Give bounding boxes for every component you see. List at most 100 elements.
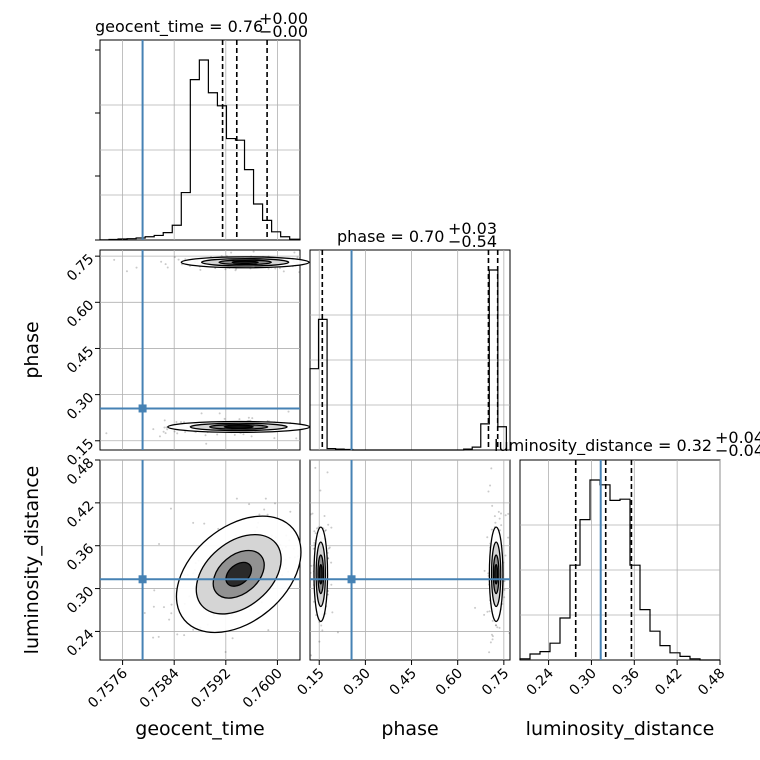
panel-title-geocent-time-sup: +0.00 — [259, 9, 308, 28]
sample-point — [331, 611, 334, 614]
panel-title-phase-sup: +0.03 — [448, 219, 497, 238]
sample-point — [143, 612, 146, 615]
x-tick-label: 0.7600 — [240, 666, 286, 712]
sample-points — [309, 466, 511, 657]
sample-point — [152, 636, 155, 639]
sample-point — [312, 600, 315, 603]
sample-point — [318, 640, 321, 643]
histogram-step-phase — [309, 269, 507, 451]
sample-point — [267, 267, 270, 270]
x-axis-label-luminosity-distance: luminosity_distance — [526, 718, 715, 740]
sample-point — [252, 250, 255, 253]
y-tick-labels: 0.240.300.360.420.48 — [64, 455, 100, 660]
sample-point — [491, 619, 494, 622]
sample-point — [489, 641, 492, 644]
panel-frame — [309, 459, 511, 661]
density-contours — [175, 515, 302, 634]
sample-point — [293, 251, 296, 254]
sample-point — [175, 420, 178, 423]
sample-point — [324, 529, 327, 532]
sample-point — [200, 412, 203, 415]
y-tick-label: 0.60 — [64, 297, 97, 330]
sample-point — [310, 654, 313, 657]
sample-point — [504, 554, 507, 557]
sample-point — [483, 613, 486, 616]
contour-level-3 — [318, 563, 323, 585]
sample-point — [105, 432, 108, 435]
sample-point — [179, 421, 182, 424]
x-tick-label: 0.15 — [294, 666, 327, 699]
x-tick-labels: 0.7576 0.7584 0.7592 0.7600 — [85, 660, 286, 711]
sample-point — [273, 437, 276, 440]
panel-frame — [99, 249, 301, 451]
sample-point — [152, 605, 155, 608]
sample-point — [311, 512, 314, 515]
sample-point — [233, 433, 236, 436]
sample-point — [500, 512, 503, 515]
panel-title-geocent-time-sub: −0.00 — [259, 22, 308, 41]
sample-point — [162, 606, 165, 609]
sample-point — [490, 528, 493, 531]
x-tick-labels: 0.24 0.30 0.36 0.42 0.48 — [524, 660, 728, 699]
sample-point — [177, 258, 180, 261]
sample-point — [488, 610, 491, 613]
panel-title-luminosity-distance: luminosity_distance = 0.32 — [494, 436, 712, 456]
sample-point — [495, 624, 498, 627]
sample-point — [258, 513, 261, 516]
sample-point — [274, 267, 277, 270]
sample-point — [274, 502, 277, 505]
sample-point — [264, 497, 267, 500]
density-contours — [167, 256, 311, 433]
sample-point — [315, 614, 318, 617]
sample-point — [192, 628, 195, 631]
x-tick-label: 0.75 — [479, 666, 512, 699]
sample-point — [250, 435, 253, 438]
sample-point — [166, 266, 169, 269]
sample-point — [248, 503, 251, 506]
truth-lines — [100, 250, 300, 450]
sample-point — [314, 532, 317, 535]
sample-point — [507, 512, 510, 515]
quantile-lines — [321, 250, 499, 450]
sample-point — [162, 430, 165, 433]
sample-point — [263, 508, 266, 511]
sample-point — [217, 527, 220, 530]
sample-point — [199, 268, 202, 271]
sample-point — [330, 583, 333, 586]
sample-point — [486, 536, 489, 539]
geocent-time-vs-phase-panel: 0.150.300.450.600.75 phase — [21, 249, 311, 469]
grid-lines — [520, 460, 721, 660]
sample-point — [326, 471, 329, 474]
sample-point — [247, 416, 250, 419]
x-tick-labels: 0.15 0.30 0.45 0.60 0.75 — [294, 660, 512, 699]
sample-point — [204, 434, 207, 437]
y-axis-label-phase: phase — [21, 321, 43, 378]
panel-title-luminosity-distance-sup: +0.04 — [715, 428, 760, 447]
sample-point — [488, 651, 491, 654]
sample-point — [223, 417, 226, 420]
sample-point — [504, 514, 507, 517]
sample-point — [173, 256, 176, 259]
histogram-step-luminosity_distance — [519, 479, 720, 661]
y-tick-label: 0.75 — [64, 251, 97, 284]
truth-marker — [347, 575, 356, 584]
sample-point — [491, 504, 494, 507]
sample-point — [497, 510, 500, 513]
sample-point — [183, 421, 186, 424]
sample-point — [503, 588, 506, 591]
sample-point — [125, 270, 128, 273]
sample-point — [183, 634, 186, 637]
sample-point — [496, 626, 499, 629]
sample-point — [487, 490, 490, 493]
panel-title-phase: phase = 0.70 — [337, 227, 444, 246]
truth-marker — [138, 404, 147, 413]
sample-point — [224, 268, 227, 271]
sample-point — [309, 571, 312, 574]
sample-point — [170, 612, 173, 615]
sample-point — [491, 635, 494, 638]
sample-point — [158, 543, 161, 546]
sample-point — [313, 541, 316, 544]
sample-point — [493, 515, 496, 518]
grid-lines — [100, 40, 300, 240]
density-contours — [313, 526, 504, 623]
